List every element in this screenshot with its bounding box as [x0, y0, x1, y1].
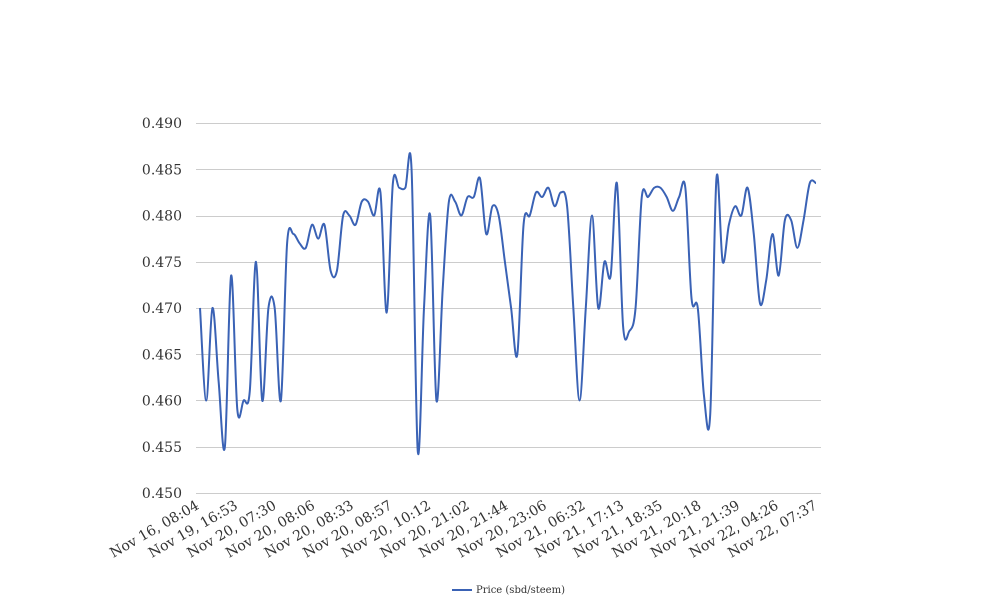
y-tick-label: 0.490	[142, 116, 182, 132]
legend: Price (sbd/steem)	[452, 585, 565, 596]
y-tick-label: 0.485	[142, 162, 182, 178]
y-tick-label: 0.460	[142, 394, 182, 410]
series-line-0	[199, 152, 817, 456]
y-tick-label: 0.450	[142, 486, 182, 502]
y-tick-label: 0.475	[142, 255, 182, 271]
y-axis-ticks: 0.450 0.455 0.460 0.465 0.470 0.475 0.480 0.485…	[142, 116, 182, 502]
y-tick-label: 0.465	[142, 347, 182, 363]
y-tick-label: 0.455	[142, 440, 182, 456]
series-layer	[199, 152, 817, 456]
y-tick-label: 0.470	[142, 301, 182, 317]
y-tick-label: 0.480	[142, 209, 182, 225]
gridlines	[196, 123, 821, 494]
legend-label: Price (sbd/steem)	[476, 585, 565, 596]
